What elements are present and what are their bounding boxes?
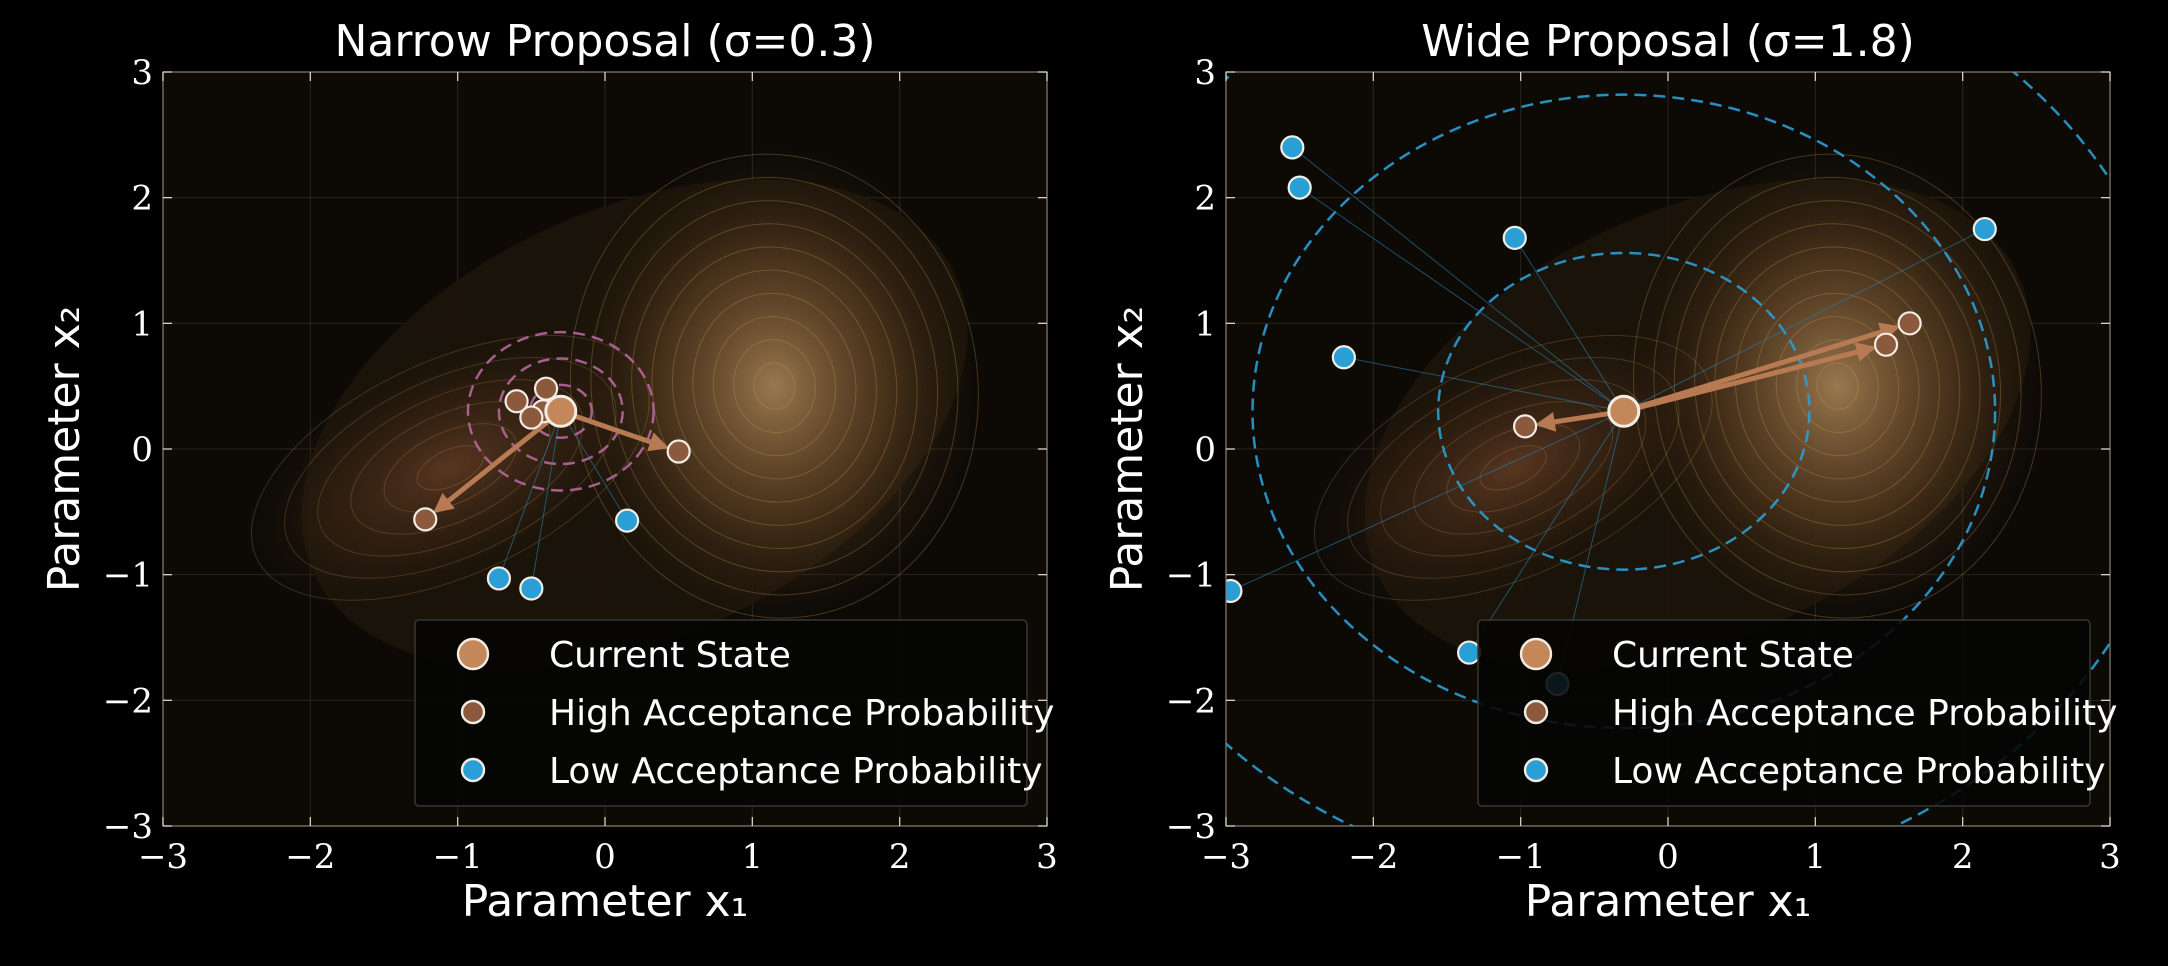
legend-high-acceptance-marker bbox=[460, 699, 486, 725]
legend-current-state-marker bbox=[456, 637, 490, 671]
y-tick-label: 1 bbox=[131, 304, 153, 344]
low-acceptance-point bbox=[614, 508, 640, 533]
proposal-arrow-accepted bbox=[433, 409, 563, 514]
proposal-arrow-accepted bbox=[1623, 322, 1901, 414]
low-acceptance-point bbox=[1280, 135, 1305, 160]
x-tick-label: −1 bbox=[433, 837, 483, 877]
proposal-arrow-rejected bbox=[1292, 147, 1625, 412]
y-tick-label: −2 bbox=[103, 681, 153, 721]
legend-high-acceptance-label: High Acceptance Probability bbox=[1612, 693, 2117, 734]
low-acceptance-point bbox=[1226, 578, 1243, 604]
proposal-rings bbox=[466, 330, 655, 492]
y-tick-label: 3 bbox=[1194, 53, 1216, 93]
legend: Current State High Acceptance Probability… bbox=[1477, 619, 2117, 807]
high-acceptance-point bbox=[504, 389, 529, 414]
x-tick-label: 1 bbox=[1805, 837, 1827, 877]
proposal-arrow-rejected bbox=[1300, 188, 1625, 412]
x-tick-label: −1 bbox=[1496, 837, 1546, 877]
legend-high-acceptance-label: High Acceptance Probability bbox=[549, 693, 1054, 734]
proposal-arrow-rejected bbox=[1515, 238, 1625, 412]
legend: Current State High Acceptance Probability… bbox=[414, 619, 1054, 807]
x-tick-label: 3 bbox=[2099, 837, 2121, 877]
proposal-arrow-rejected bbox=[531, 411, 562, 588]
legend-low-acceptance-marker bbox=[460, 757, 486, 783]
proposal-arrow-rejected bbox=[1623, 228, 1985, 412]
high-acceptance-point bbox=[519, 405, 544, 430]
high-acceptance-point bbox=[1512, 414, 1538, 439]
low-acceptance-point bbox=[1972, 216, 1997, 242]
y-tick-label: −1 bbox=[103, 556, 153, 596]
low-acceptance-point bbox=[1331, 345, 1356, 370]
y-tick-label: 2 bbox=[131, 179, 153, 219]
low-acceptance-point bbox=[519, 576, 544, 601]
x-tick-label: −3 bbox=[138, 837, 188, 877]
panel-wide: −3 −2 −1 0 1 2 3 −3 −2 −1 0 1 2 3 Wide Proposal (σ=1.8… bbox=[1102, 16, 2121, 927]
density-mode-a bbox=[1631, 147, 2044, 625]
low-acceptance-point bbox=[1287, 175, 1312, 200]
legend-low-acceptance-marker bbox=[1523, 757, 1549, 783]
panel-narrow: −3 −2 −1 0 1 2 3 −3 −2 −1 0 1 2 3 Narrow Proposal (σ=0… bbox=[39, 16, 1058, 927]
current-state-point bbox=[1607, 394, 1641, 428]
y-tick-label: −1 bbox=[1166, 556, 1216, 596]
y-tick-label: 3 bbox=[131, 53, 153, 93]
x-axis-label: Parameter x₁ bbox=[462, 876, 749, 927]
legend-current-state-label: Current State bbox=[549, 635, 791, 676]
x-tick-label: −2 bbox=[1348, 837, 1398, 877]
high-acceptance-point bbox=[666, 439, 691, 464]
low-acceptance-point bbox=[486, 566, 512, 591]
low-acceptance-point bbox=[1456, 640, 1482, 665]
x-tick-label: 0 bbox=[594, 837, 616, 877]
x-tick-label: 0 bbox=[1657, 837, 1679, 877]
density-mode-a bbox=[568, 147, 981, 625]
high-acceptance-point bbox=[413, 507, 438, 532]
proposal-arrow-rejected bbox=[1469, 411, 1625, 652]
y-tick-label: 2 bbox=[1194, 179, 1216, 219]
density-contours bbox=[1313, 153, 2042, 619]
y-tick-label: −3 bbox=[1166, 807, 1216, 847]
x-tick-label: 2 bbox=[889, 837, 911, 877]
y-tick-label: 0 bbox=[131, 430, 153, 470]
proposal-arrow-rejected bbox=[560, 411, 627, 520]
high-acceptance-point bbox=[1897, 311, 1922, 336]
y-axis-label: Parameter x₂ bbox=[1102, 306, 1153, 593]
proposal-arrow-accepted bbox=[559, 408, 670, 452]
proposal-arrow-rejected bbox=[1230, 410, 1625, 592]
x-tick-label: 3 bbox=[1036, 837, 1058, 877]
legend-high-acceptance-marker bbox=[1523, 699, 1549, 725]
y-axis-label: Parameter x₂ bbox=[39, 306, 90, 593]
y-tick-label: −3 bbox=[103, 807, 153, 847]
x-tick-label: −2 bbox=[285, 837, 335, 877]
x-tick-label: 1 bbox=[742, 837, 764, 877]
proposal-arrow-rejected bbox=[499, 411, 562, 578]
current-state-point bbox=[544, 394, 578, 428]
y-tick-label: −2 bbox=[1166, 681, 1216, 721]
chart-title: Narrow Proposal (σ=0.3) bbox=[334, 16, 875, 67]
y-tick-label: 1 bbox=[1194, 304, 1216, 344]
y-tick-label: 0 bbox=[1194, 430, 1216, 470]
legend-low-acceptance-label: Low Acceptance Probability bbox=[1612, 751, 2106, 792]
x-tick-label: −3 bbox=[1201, 837, 1251, 877]
legend-low-acceptance-label: Low Acceptance Probability bbox=[549, 751, 1043, 792]
x-tick-label: 2 bbox=[1952, 837, 1974, 877]
low-acceptance-point bbox=[1502, 225, 1527, 250]
legend-current-state-label: Current State bbox=[1612, 635, 1854, 676]
legend-current-state-marker bbox=[1519, 637, 1553, 671]
proposal-arrow-rejected bbox=[1344, 357, 1624, 412]
x-axis-label: Parameter x₁ bbox=[1525, 876, 1812, 927]
high-acceptance-point bbox=[1873, 332, 1899, 357]
chart-title: Wide Proposal (σ=1.8) bbox=[1421, 16, 1915, 67]
